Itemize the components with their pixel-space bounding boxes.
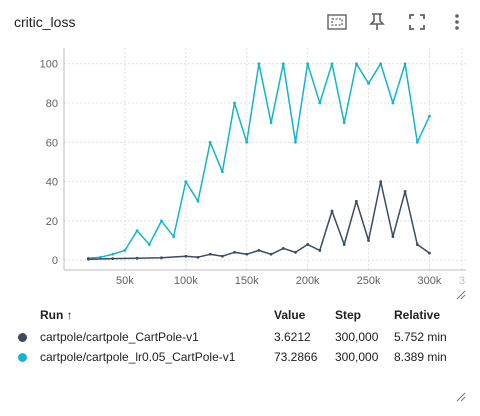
run-color-dot bbox=[18, 333, 27, 342]
data-point bbox=[428, 251, 431, 255]
x-tick-label: 50k bbox=[116, 275, 134, 287]
x-tick-label: 3 bbox=[459, 275, 465, 287]
x-tick-label: 200k bbox=[296, 275, 320, 287]
run-column-header[interactable]: Run ↑ bbox=[40, 308, 73, 322]
data-point bbox=[415, 140, 419, 144]
y-tick-label: 0 bbox=[52, 255, 58, 267]
data-point bbox=[354, 62, 358, 66]
data-point bbox=[269, 252, 273, 256]
data-point bbox=[367, 239, 370, 242]
data-point bbox=[342, 121, 346, 125]
data-point bbox=[367, 81, 370, 85]
run-step: 300,000 bbox=[335, 350, 379, 364]
series-line-0 bbox=[88, 180, 430, 260]
data-point bbox=[306, 243, 310, 246]
data-point bbox=[135, 229, 139, 233]
data-point bbox=[233, 101, 236, 105]
run-relative: 8.389 min bbox=[394, 350, 447, 364]
y-tick-label: 40 bbox=[46, 177, 58, 189]
data-point bbox=[184, 254, 188, 258]
y-tick-label: 20 bbox=[46, 216, 58, 228]
run-value: 73.2866 bbox=[274, 350, 318, 364]
data-point bbox=[111, 252, 115, 256]
run-step: 300,000 bbox=[335, 330, 379, 344]
pin-button[interactable] bbox=[365, 10, 389, 34]
data-point bbox=[135, 256, 139, 260]
data-point bbox=[403, 190, 407, 193]
card-header: critic_loss bbox=[0, 0, 480, 44]
more-options-button[interactable] bbox=[445, 10, 469, 34]
run-name: cartpole/cartpole_lr0.05_CartPole-v1 bbox=[40, 350, 236, 364]
y-tick-label: 100 bbox=[40, 59, 58, 71]
data-point bbox=[123, 248, 127, 252]
data-point bbox=[415, 243, 419, 246]
data-point bbox=[86, 257, 90, 261]
y-tick-label: 80 bbox=[46, 98, 58, 110]
data-point bbox=[330, 209, 334, 213]
card-title: critic_loss bbox=[14, 14, 76, 30]
run-relative: 5.752 min bbox=[394, 330, 447, 344]
data-point bbox=[379, 180, 383, 183]
data-point bbox=[428, 114, 431, 118]
data-point bbox=[208, 140, 212, 144]
data-point bbox=[354, 199, 358, 203]
y-tick-label: 60 bbox=[46, 137, 58, 149]
data-point bbox=[245, 140, 249, 144]
chart-resize-handle[interactable] bbox=[456, 290, 466, 300]
data-point bbox=[403, 62, 407, 66]
data-point bbox=[99, 255, 102, 259]
line-chart-svg[interactable]: 0 20 40 60 80 100 50k 100k 150k 200k 250k 300k 3 bbox=[0, 44, 480, 304]
more-vert-icon bbox=[455, 14, 459, 30]
pin-icon bbox=[369, 13, 385, 30]
data-point bbox=[306, 62, 310, 66]
x-tick-label: 250k bbox=[357, 275, 381, 287]
data-point bbox=[379, 62, 383, 66]
data-selection-icon bbox=[327, 14, 347, 30]
data-point bbox=[330, 62, 334, 66]
data-point bbox=[269, 121, 273, 125]
data-point bbox=[147, 243, 151, 246]
run-row[interactable]: cartpole/cartpole_lr0.05_CartPole-v1 73.… bbox=[0, 348, 480, 368]
data-point bbox=[184, 180, 188, 183]
data-point bbox=[220, 170, 224, 174]
relative-column-header[interactable]: Relative bbox=[394, 308, 441, 322]
critic-loss-chart[interactable]: 0 20 40 60 80 100 50k 100k 150k 200k 250k 300k 3 bbox=[0, 44, 480, 304]
data-point bbox=[111, 257, 115, 261]
fullscreen-button[interactable] bbox=[405, 10, 429, 34]
data-point bbox=[318, 248, 322, 252]
data-point bbox=[220, 254, 224, 258]
data-point bbox=[196, 199, 200, 203]
run-name: cartpole/cartpole_CartPole-v1 bbox=[40, 330, 199, 344]
run-row[interactable]: cartpole/cartpole_CartPole-v1 3.6212 300… bbox=[0, 328, 480, 348]
data-point bbox=[294, 140, 297, 144]
data-point bbox=[245, 252, 249, 256]
data-point bbox=[196, 255, 200, 259]
value-column-header[interactable]: Value bbox=[274, 308, 306, 322]
data-point bbox=[257, 248, 261, 252]
data-point bbox=[294, 250, 297, 254]
data-point bbox=[391, 235, 395, 239]
x-tick-label: 100k bbox=[174, 275, 198, 287]
data-selection-button[interactable] bbox=[325, 10, 349, 34]
data-point bbox=[233, 250, 236, 254]
data-point bbox=[160, 256, 163, 260]
run-color-dot bbox=[18, 353, 27, 362]
data-point bbox=[257, 62, 261, 66]
data-point bbox=[172, 235, 176, 239]
step-column-header[interactable]: Step bbox=[335, 308, 362, 322]
run-value: 3.6212 bbox=[274, 330, 311, 344]
series-line-1 bbox=[88, 62, 431, 259]
x-tick-label: 300k bbox=[418, 275, 442, 287]
data-point bbox=[281, 246, 285, 250]
fullscreen-icon bbox=[409, 14, 425, 30]
data-point bbox=[342, 243, 346, 246]
data-point bbox=[160, 219, 163, 223]
data-point bbox=[318, 101, 322, 105]
data-point bbox=[281, 62, 285, 66]
table-resize-handle[interactable] bbox=[456, 392, 466, 402]
data-point bbox=[391, 101, 395, 105]
x-tick-label: 150k bbox=[235, 275, 259, 287]
data-point bbox=[208, 252, 212, 256]
